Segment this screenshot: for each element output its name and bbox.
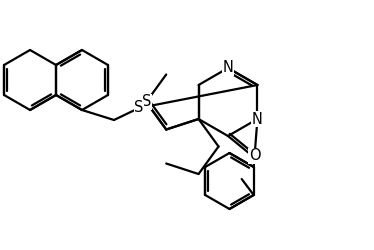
Text: S: S (141, 94, 151, 110)
Text: O: O (249, 148, 261, 164)
Text: S: S (134, 100, 144, 116)
Text: N: N (252, 112, 263, 126)
Text: N: N (223, 60, 233, 76)
